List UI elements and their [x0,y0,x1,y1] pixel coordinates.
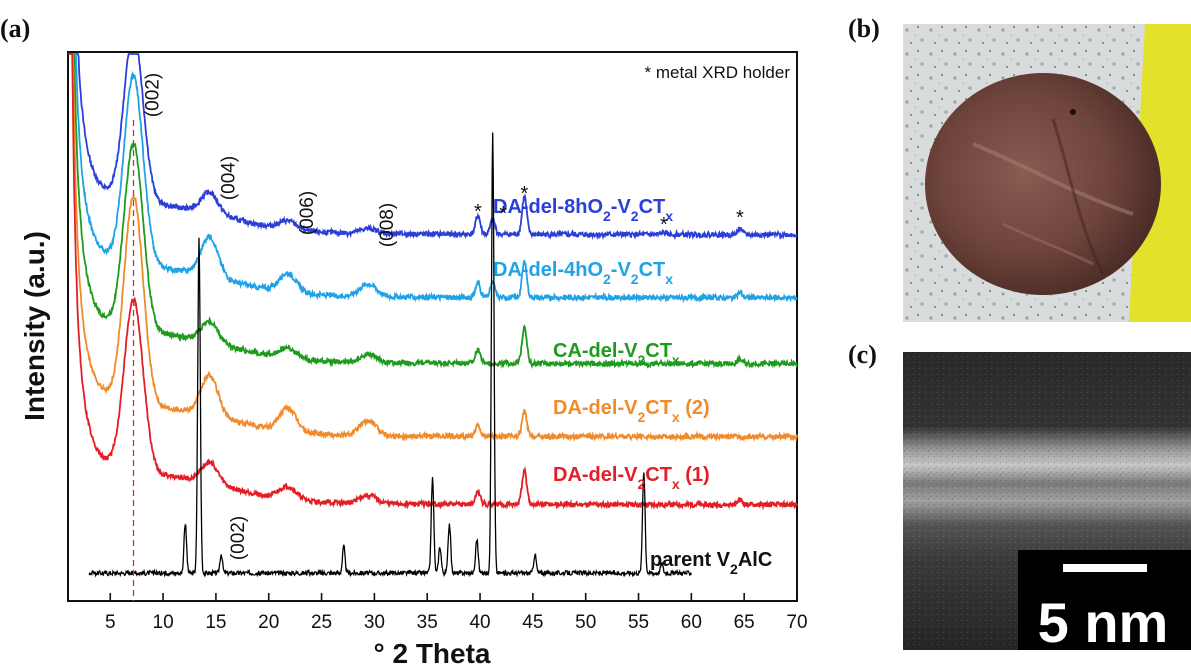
panel-label-b: (b) [848,14,880,43]
panel-label-a: (a) [0,14,31,43]
x-tick-label-13: 70 [786,612,807,633]
scale-bar-label: 5 nm [1038,591,1169,650]
plot-frame [67,51,798,602]
series-line-1 [68,53,798,304]
panel-label-c: (c) [848,340,877,369]
film-photo [903,24,1191,322]
x-tick-label-7: 40 [469,612,490,633]
series-line-5 [88,132,692,578]
series-label-2: CA-del-V2CTx [553,340,680,368]
x-axis-label: ° 2 Theta [373,638,490,669]
holder-peak-marker-1: * [499,203,507,225]
holder-peak-marker-3: * [660,214,668,236]
x-tick-label-10: 55 [628,612,649,633]
holder-peak-marker-0: * [474,201,482,223]
tem-image: 5 nm [903,352,1191,650]
x-tick-label-4: 25 [311,612,332,633]
x-tick-label-11: 60 [681,612,702,633]
series-line-2 [68,53,798,369]
series-label-3: DA-del-V2CTx (2) [553,397,710,425]
series-label-5: parent V2AlC [650,549,772,577]
x-tick-label-12: 65 [734,612,755,633]
y-axis-label: Intensity (a.u.) [19,231,50,421]
holder-annotation: * metal XRD holder [644,63,790,82]
reflection-label-0: (002) [143,73,164,117]
x-tick-label-5: 30 [364,612,385,633]
series-layer [68,53,798,601]
series-line-3 [68,53,798,443]
reflection-label-4: (002) [228,516,249,560]
x-tick-label-0: 5 [105,612,116,633]
tick-layer: 5 10 15 20 25 30 35 40 45 50 55 60 65 70 [105,593,808,633]
series-label-0: DA-del-8hO2-V2CTx [493,196,673,224]
reflection-label-1: (004) [219,156,240,200]
reflection-label-3: (008) [377,203,398,247]
x-tick-label-3: 20 [258,612,279,633]
x-tick-label-9: 50 [575,612,596,633]
holder-peak-marker-2: * [521,183,529,205]
x-tick-label-6: 35 [417,612,438,633]
series-line-4 [68,53,798,511]
scale-bar [1063,564,1147,572]
series-line-0 [68,53,798,241]
x-tick-label-2: 15 [205,612,226,633]
reflection-label-2: (006) [297,191,318,235]
label-layer: DA-del-8hO2-V2CTx DA-del-4hO2-V2CTx CA-del… [143,73,773,577]
x-tick-label-8: 45 [522,612,543,633]
holder-peak-marker-4: * [736,207,744,229]
series-label-4: DA-del-V2CTx (1) [553,464,710,492]
x-tick-label-1: 10 [153,612,174,633]
series-label-1: DA-del-4hO2-V2CTx [493,259,673,287]
